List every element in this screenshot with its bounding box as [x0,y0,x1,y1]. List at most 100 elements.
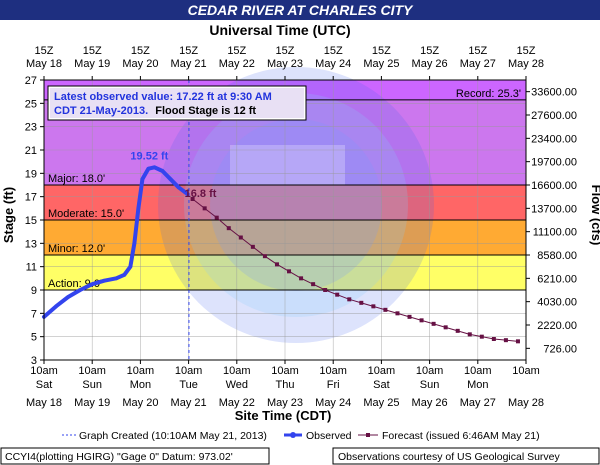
forecast-point [250,244,255,249]
forecast-point [323,288,328,292]
y2-tick-label: 16600.00 [531,180,577,192]
forecast-point [371,304,376,309]
forecast-point [503,338,508,343]
forecast-point [311,282,316,287]
forecast-start-label: 16.8 ft [185,188,217,200]
footer: CCYI4(plotting HGIRG) "Gage 0" Datum: 97… [0,447,600,465]
legend-forecast: Forecast (issued 6:46AM May 21) [382,430,540,442]
x-tick-time: 10am [416,365,444,377]
x-axis-title: Site Time (CDT) [235,408,332,423]
top-tick-time: 15Z [372,45,391,57]
y-tick-label: 13 [25,238,37,250]
y-tick-label: 9 [31,285,37,297]
y-tick-label: 23 [25,122,37,134]
top-tick-time: 15Z [517,45,536,57]
y2-axis-title: Flow (cfs) [589,185,600,246]
y-tick-label: 25 [25,98,37,110]
forecast-point [359,300,364,305]
observed-point [114,276,119,281]
observed-line [42,165,190,319]
y2-tick-label: 11100.00 [533,227,577,239]
observed-point [160,169,165,173]
x-tick-time: 10am [368,365,396,377]
forecast-point [407,314,412,319]
observed-point [152,165,157,170]
forecast-point [455,328,460,333]
series [42,165,520,344]
x-tick-date: May 23 [267,397,303,409]
y2-tick-label: 23400.00 [531,133,577,145]
y2-tick-label: 2220.00 [537,320,577,332]
x-tick-date: May 19 [74,397,110,409]
x-tick-time: 10am [271,365,299,377]
top-tick-date: May 21 [171,58,207,70]
y-tick-label: 27 [25,75,37,87]
info-date: CDT 21-May-2013. [54,105,148,117]
y2-tick-label: 8580.00 [537,250,577,262]
x-tick-time: 10am [175,365,203,377]
annotations: 19.52 ft 16.8 ft [130,150,216,200]
x-tick-date: May 22 [219,397,255,409]
x-tick-time: 10am [512,365,540,377]
y-axis-title: Stage (ft) [1,187,16,243]
observed-point [185,192,190,196]
forecast-point [515,339,520,344]
info-line2: CDT 21-May-2013. Flood Stage is 12 ft [54,105,256,117]
legend-observed-marker [290,432,296,438]
x-tick-day: Sat [36,379,53,391]
x-tick-day: Sun [82,379,102,391]
observed-point [78,288,82,292]
forecast-point [214,215,219,220]
top-axis-title: Universal Time (UTC) [209,22,350,38]
x-tick-day: Thu [276,379,295,391]
forecast-point [479,334,484,339]
info-box: Latest observed value: 17.22 ft at 9:30 … [47,85,307,121]
top-tick-date: May 18 [26,58,62,70]
x-tick-date: May 18 [26,397,62,409]
observed-point [66,295,70,299]
observed-point [54,304,58,309]
observed-point [168,177,173,181]
chart-title: CEDAR RIVER AT CHARLES CITY [188,2,414,18]
observed-point [122,273,127,277]
x-tick-day: Fri [327,379,340,391]
forecast-point [395,311,400,316]
legend: Graph Created (10:10AM May 21, 2013) Obs… [62,430,540,442]
observed-point [90,282,94,286]
title-bar [0,0,600,20]
forecast-point [238,235,243,240]
x-tick-day: Sun [420,379,440,391]
level-label-minor: Minor: 12.0' [48,243,105,255]
forecast-line [192,198,519,342]
x-tick-time: 10am [127,365,155,377]
x-tick-date: May 27 [460,397,496,409]
y-tick-label: 19 [25,168,37,180]
axes-ticks: 3 5 7 9 11 13 15 17 19 21 23 25 27 726.00 2220.00 4030.… [25,45,577,409]
x-tick-date: May 25 [363,397,399,409]
observed-point [102,278,107,283]
observed-point [146,166,151,171]
x-tick-day: Mon [130,379,151,391]
x-tick-time: 10am [464,365,492,377]
forecast-point [262,254,267,259]
y-tick-label: 11 [26,262,37,274]
y2-tick-label: 13700.00 [531,203,577,215]
observed-point [128,264,133,269]
top-tick-time: 15Z [83,45,102,57]
level-label-moderate: Moderate: 15.0' [48,208,124,220]
forecast-point [467,332,472,337]
top-tick-date: May 27 [460,58,496,70]
x-tick-date: May 21 [171,397,207,409]
top-tick-date: May 19 [74,58,110,70]
top-tick-time: 15Z [179,45,198,57]
forecast-point [287,269,292,274]
forecast-point [226,226,231,231]
forecast-point [299,276,304,281]
top-tick-date: May 28 [508,58,544,70]
forecast-point [419,318,424,323]
x-tick-day: Mon [467,379,488,391]
level-label-record: Record: 25.3' [456,88,521,100]
top-tick-date: May 25 [363,58,399,70]
top-tick-time: 15Z [324,45,343,57]
